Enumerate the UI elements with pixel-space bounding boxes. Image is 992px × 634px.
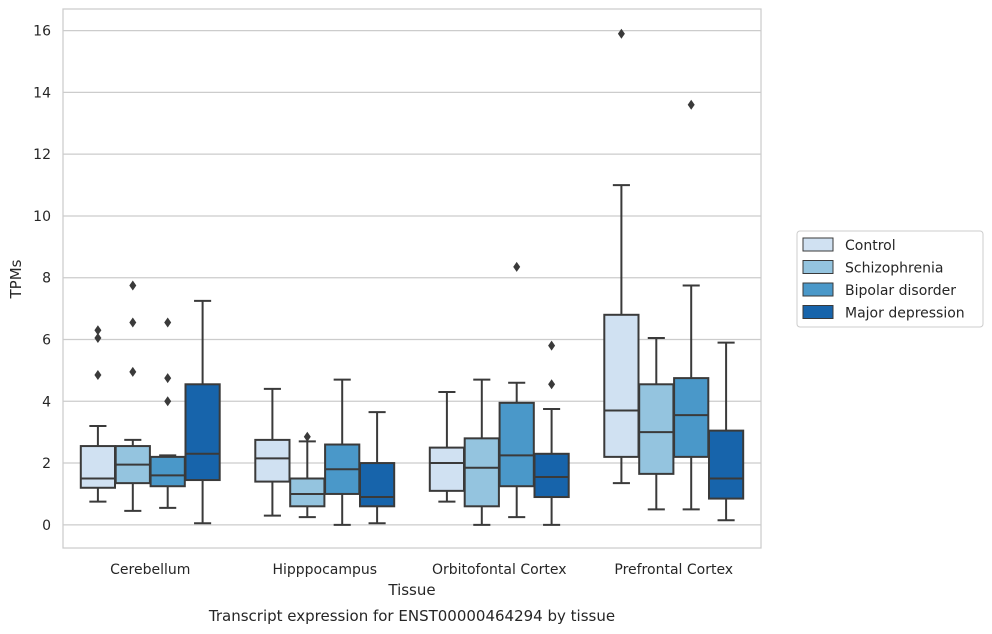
y-tick-label: 14 [33,85,51,101]
outlier-point [303,431,311,442]
plot-area-frame [62,8,762,549]
legend-item: Bipolar disorder [802,282,956,299]
y-tick-label: 10 [33,209,51,225]
outlier-point [164,373,172,384]
outlier-point [548,379,556,390]
legend-label: Major depression [845,306,965,322]
outlier-point [548,340,556,351]
y-tick-label: 2 [42,456,51,472]
box-cerebellum [149,317,186,509]
box-iqr [498,401,535,488]
legend-swatch [802,282,834,297]
box-iqr [428,446,466,492]
outlier-point [94,370,102,381]
legend-label: Bipolar disorder [845,283,956,299]
box-hipppocampus [358,411,396,525]
x-axis-ticks: Cerebellum Hipppocampus Orbitofontal Corte… [110,562,733,578]
outlier-point [513,261,521,272]
box-orbitofontal-cortex [428,391,466,503]
y-tick-label: 12 [33,147,51,163]
box-cerebellum [79,325,117,503]
box-iqr [149,455,186,488]
box-orbitofontal-cortex [533,340,570,526]
box-prefrontal-cortex [638,336,675,511]
box-cerebellum [114,280,151,512]
box-iqr [79,445,117,489]
box-iqr [707,429,745,500]
legend-label: Schizophrenia [845,261,943,277]
box-iqr [289,477,326,508]
box-hipppocampus [254,387,291,517]
legend-label: Control [845,238,896,254]
outlier-point [129,280,137,291]
y-tick-label: 8 [42,271,51,287]
box-prefrontal-cortex [673,99,710,511]
y-tick-label: 16 [33,24,51,40]
box-iqr [533,452,570,499]
box-iqr [673,377,710,458]
y-tick-label: 6 [42,333,51,349]
box-orbitofontal-cortex [498,261,535,519]
series-schizophrenia [114,280,675,526]
outlier-point [94,332,102,343]
outlier-point [164,317,172,328]
x-tick-label: Hipppocampus [272,562,377,578]
x-tick-label: Prefrontal Cortex [614,562,733,578]
legend-frame [796,230,984,328]
box-orbitofontal-cortex [463,378,500,526]
legend-swatch [802,237,834,252]
outlier-point [94,325,102,336]
box-iqr [358,462,396,508]
y-axis-ticks: 0 2 4 6 8 10 12 14 16 [33,24,51,534]
x-axis-title: Tissue [387,581,435,599]
legend-item: Control [802,237,896,254]
x-tick-label: Orbitofontal Cortex [432,562,567,578]
outlier-point [164,396,172,407]
series-control [79,28,640,517]
y-tick-label: 4 [42,394,51,410]
chart-caption: Transcript expression for ENST0000046429… [208,607,615,625]
box-iqr [254,438,291,483]
box-iqr [638,383,675,475]
box-hipppocampus [324,378,361,526]
box-hipppocampus [289,431,326,519]
box-iqr [463,437,500,508]
y-tick-label: 0 [42,518,51,534]
box-plots [79,28,745,526]
legend-swatch [802,260,834,274]
series-bipolar-disorder [149,99,710,526]
series-major-depression [184,299,745,526]
box-prefrontal-cortex [707,341,745,522]
x-tick-label: Cerebellum [110,562,190,578]
y-axis-title: TPMs [7,259,25,299]
legend-item: Major depression [802,305,965,322]
legend-item: Schizophrenia [802,260,943,277]
outlier-point [129,317,137,328]
outlier-point [129,366,137,377]
legend-swatch [802,305,834,319]
box-cerebellum [184,299,221,525]
box-prefrontal-cortex [603,28,640,485]
box-iqr [603,313,640,458]
outlier-point [687,99,695,110]
legend: Control Schizophrenia Bipolar disorder Majo… [796,230,984,328]
outlier-point [617,28,625,39]
box-iqr [184,383,221,482]
